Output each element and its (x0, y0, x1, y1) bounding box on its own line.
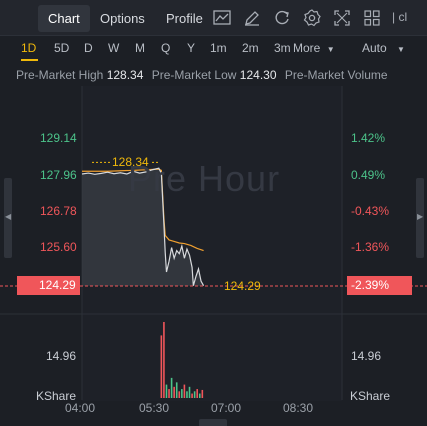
active-period-indicator (21, 59, 38, 61)
period-w[interactable]: W (108, 41, 120, 55)
period-2m[interactable]: 2m (242, 41, 259, 55)
right-panel-handle[interactable]: ▶ (416, 178, 424, 258)
volume-bar-15 (196, 389, 198, 398)
percent-tick-3: -0.43% (351, 204, 390, 218)
volume-bar-8 (178, 391, 181, 398)
tab-profile[interactable]: Profile (166, 11, 203, 26)
toolbar-overflow-text: | cl (392, 10, 408, 24)
price-tick-1: 129.14 (40, 131, 77, 145)
chevron-down-icon: ▼ (397, 45, 405, 54)
volume-bar-16 (198, 393, 201, 398)
volume-tick-left: 14.96 (46, 349, 77, 363)
period-1d[interactable]: 1D (21, 41, 37, 55)
volume-unit-right: KShare (350, 389, 391, 403)
current-price-tag: 124.29 (17, 276, 80, 295)
price-line (81, 167, 205, 286)
volume-bar-11 (186, 391, 188, 398)
grid-layout-icon[interactable] (362, 8, 382, 28)
current-percent-tag: -2.39% (347, 276, 412, 295)
period-5d[interactable]: 5D (54, 41, 70, 55)
pre-market-high-label: Pre-Market High (16, 68, 104, 82)
period-m[interactable]: M (135, 41, 145, 55)
percent-tick-2: 0.49% (351, 168, 386, 182)
price-tick-3: 126.78 (40, 204, 77, 218)
current-price-line-label: 124.29 (224, 279, 261, 293)
volume-bar-17 (201, 389, 204, 398)
price-tick-4: 125.60 (40, 240, 77, 254)
top-toolbar: Chart Options Profile | cl (0, 0, 427, 36)
tab-options[interactable]: Options (100, 11, 145, 26)
volume-bar-1 (160, 335, 163, 398)
period-selector: 1D 5D D W M Q Y 1m 2m 3m More ▼ Auto ▼ (0, 36, 427, 62)
chevron-right-icon: ▶ (417, 212, 424, 221)
pre-market-low-value: 124.30 (239, 68, 277, 82)
indicator-chart-icon[interactable] (212, 8, 232, 28)
period-1m[interactable]: 1m (210, 41, 227, 55)
draw-pen-icon[interactable] (242, 8, 262, 28)
time-tick-3: 07:00 (211, 401, 242, 415)
volume-bar-12 (188, 386, 191, 398)
fullscreen-icon[interactable] (332, 8, 352, 28)
chevron-down-icon: ▼ (326, 45, 335, 54)
scale-auto-label: Auto (362, 41, 387, 55)
scale-auto-dropdown[interactable]: Auto ▼ (362, 41, 405, 55)
volume-bar-2 (163, 322, 165, 398)
settings-gear-icon[interactable] (302, 8, 322, 28)
chart-watermark: Pre Hour (128, 158, 281, 199)
period-more-dropdown[interactable]: More ▼ (293, 41, 335, 55)
volume-bar-10 (183, 384, 186, 398)
refresh-icon[interactable] (272, 8, 292, 28)
percent-tick-4: -1.36% (351, 240, 390, 254)
volume-bar-5 (170, 377, 173, 398)
volume-bar-13 (191, 393, 193, 398)
volume-bar-14 (193, 391, 196, 398)
average-price-line (82, 168, 204, 252)
left-panel-handle[interactable]: ◀ (4, 178, 12, 258)
volume-bar-9 (181, 389, 183, 398)
volume-unit-left: KShare (36, 389, 77, 403)
volume-bar-6 (173, 386, 175, 398)
tab-chart[interactable]: Chart (38, 5, 90, 32)
period-3m[interactable]: 3m (274, 41, 291, 55)
volume-bar-3 (165, 384, 168, 398)
pre-market-volume-label: Pre-Market Volume (284, 68, 388, 82)
volume-bar-4 (168, 389, 170, 398)
period-y[interactable]: Y (187, 41, 196, 55)
volume-tick-right: 14.96 (351, 349, 382, 363)
high-marker-label: 128.34 (112, 155, 149, 169)
time-tick-4: 08:30 (283, 401, 314, 415)
time-tick-2: 05:30 (139, 401, 170, 415)
chevron-left-icon: ◀ (5, 212, 12, 221)
percent-tick-1: 1.42% (351, 131, 386, 145)
period-more-label: More (293, 41, 321, 55)
period-q[interactable]: Q (161, 41, 171, 55)
time-tick-1: 04:00 (65, 401, 96, 415)
pre-market-high-value: 128.34 (106, 68, 144, 82)
volume-bar-7 (175, 382, 178, 398)
pre-market-stats: Pre-Market High 128.34 Pre-Market Low 12… (0, 64, 427, 86)
price-tick-2: 127.96 (40, 168, 77, 182)
pre-market-low-label: Pre-Market Low (151, 68, 237, 82)
bottom-panel-handle[interactable] (199, 419, 227, 426)
period-d[interactable]: D (84, 41, 93, 55)
